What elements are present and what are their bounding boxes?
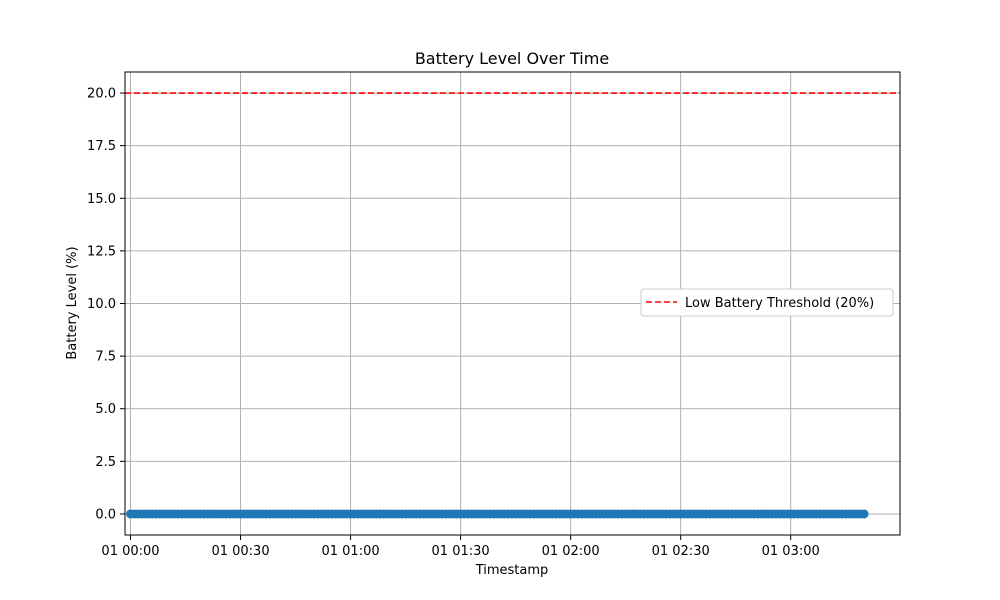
y-tick-label: 15.0 (87, 192, 116, 207)
legend-threshold-label: Low Battery Threshold (20%) (685, 296, 874, 311)
y-tick-label: 2.5 (95, 455, 116, 470)
y-axis-ticks: 0.0 2.5 5.0 7.5 10.0 12.5 15.0 17.5 20.0 (87, 87, 125, 522)
y-tick-label: 0.0 (95, 507, 116, 522)
x-tick-label: 01 01:30 (432, 544, 490, 559)
x-axis-ticks: 01 00:00 01 00:30 01 01:00 01 01:30 01 02:00… (101, 535, 820, 559)
y-tick-label: 17.5 (87, 139, 116, 154)
x-tick-label: 01 02:00 (542, 544, 600, 559)
y-axis-title: Battery Level (%) (65, 246, 80, 359)
x-tick-label: 01 00:00 (101, 544, 159, 559)
x-axis-title: Timestamp (475, 563, 549, 578)
y-tick-label: 10.0 (87, 297, 116, 312)
legend-box (640, 288, 894, 317)
chart-title: Battery Level Over Time (415, 49, 609, 68)
data-point (859, 509, 869, 519)
x-tick-label: 01 03:00 (762, 544, 820, 559)
y-tick-label: 20.0 (87, 87, 116, 102)
x-tick-label: 01 01:00 (321, 544, 379, 559)
data-points (126, 509, 869, 519)
legend: Low Battery Threshold (20%) (640, 288, 894, 317)
y-tick-label: 12.5 (87, 244, 116, 259)
y-tick-label: 7.5 (95, 350, 116, 365)
x-tick-label: 01 02:30 (652, 544, 710, 559)
y-tick-label: 5.0 (95, 402, 116, 417)
x-tick-label: 01 00:30 (211, 544, 269, 559)
